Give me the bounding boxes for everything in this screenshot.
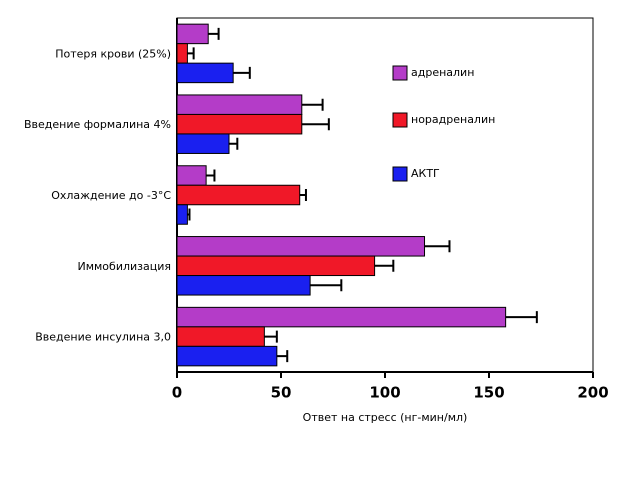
bar (176, 184, 301, 206)
bar (176, 133, 230, 154)
legend-swatch (392, 112, 408, 128)
legend-swatch (392, 65, 408, 81)
bar (176, 236, 426, 257)
x-axis-label: Ответ на стресс (нг-мин/мл) (303, 411, 468, 424)
bar (176, 113, 303, 135)
x-tick-label: 200 (577, 384, 608, 402)
y-tick-label: Охлаждение до -3°C (51, 189, 171, 202)
legend-label: норадреналин (411, 113, 495, 126)
x-tick-label: 0 (172, 384, 182, 402)
y-tick-label: Введение инсулина 3,0 (35, 331, 171, 344)
bar (176, 326, 265, 347)
bar (176, 275, 311, 296)
y-tick-label: Иммобилизация (77, 260, 171, 273)
bar (176, 255, 376, 277)
error-bar (264, 330, 278, 343)
bar (176, 43, 188, 64)
error-bar (206, 169, 216, 182)
bar (176, 345, 278, 367)
x-tick-label: 150 (473, 384, 504, 402)
bar (176, 165, 207, 186)
error-bar (187, 208, 191, 221)
y-tick-label: Потеря крови (25%) (55, 47, 171, 60)
error-bar (301, 98, 324, 111)
legend-swatch (392, 166, 408, 182)
legend-label: адреналин (411, 66, 474, 79)
error-bar (187, 47, 195, 60)
x-tick-label: 50 (271, 384, 292, 402)
error-bar (424, 240, 451, 253)
error-bar (310, 279, 343, 292)
x-tick-label: 100 (369, 384, 400, 402)
bar (176, 204, 188, 225)
bar (176, 62, 234, 84)
error-bar (229, 137, 239, 150)
bar (176, 306, 507, 328)
y-tick-label: Введение формалина 4% (24, 118, 171, 131)
error-bar (208, 27, 220, 40)
error-bar (276, 350, 289, 363)
error-bar (233, 66, 251, 79)
error-bar (301, 118, 330, 131)
bar (176, 23, 209, 45)
error-bar (299, 189, 307, 201)
error-bar (505, 311, 538, 324)
bar (176, 94, 303, 115)
error-bar (374, 259, 395, 272)
legend-label: АКТГ (411, 167, 440, 180)
